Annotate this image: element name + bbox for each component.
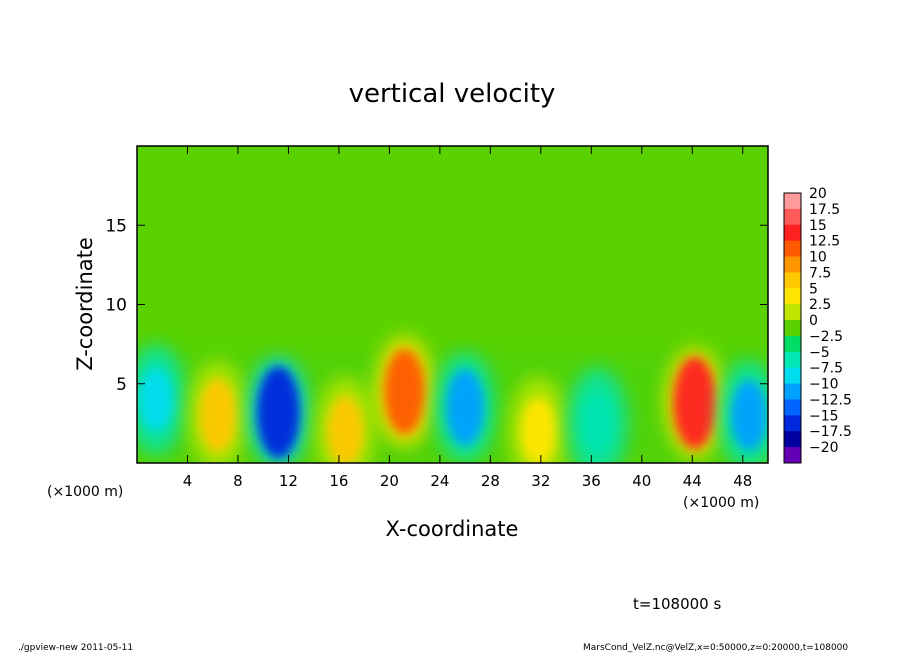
colorbar-band — [784, 431, 801, 448]
colorbar-label: 15 — [809, 218, 827, 234]
colorbar-label: 17.5 — [809, 202, 840, 218]
x-axis: 4 8 12 16 20 24 28 32 36 40 44 48 — [183, 146, 752, 490]
colorbar-band — [784, 240, 801, 258]
x-tick-label: 16 — [329, 472, 348, 490]
colorbar-band — [784, 193, 801, 210]
colorbar-band — [784, 224, 801, 242]
colorbar-label: −15 — [809, 408, 839, 424]
x-tick-label: 40 — [632, 472, 651, 490]
colorbar-band — [784, 415, 801, 432]
velocity-feature-core — [384, 348, 426, 435]
footer-left-text: ./gpview-new 2011-05-11 — [18, 643, 134, 653]
velocity-feature-core — [199, 379, 237, 452]
colorbar-label: −2.5 — [809, 329, 843, 345]
velocity-feature-core — [731, 380, 768, 451]
colorbar-label: −17.5 — [809, 424, 852, 440]
x-tick-label: 24 — [430, 472, 449, 490]
velocity-feature-core — [138, 368, 173, 432]
velocity-field — [137, 336, 768, 463]
colorbar-label: 0 — [809, 313, 818, 329]
velocity-feature-core — [673, 356, 717, 449]
y-axis: 5 10 15 — [105, 216, 768, 395]
colorbar-label: −20 — [809, 440, 839, 456]
colorbar-label: −7.5 — [809, 361, 843, 377]
y-axis-title: Z-coordinate — [73, 237, 97, 371]
velocity-feature-core — [446, 369, 485, 446]
colorbar-label: −5 — [809, 345, 830, 361]
footer-right-text: MarsCond_VelZ.nc@VelZ,x=0:50000,z=0:2000… — [583, 643, 849, 653]
colorbar-label: 12.5 — [809, 234, 840, 250]
x-unit-label-right: (×1000 m) — [683, 495, 759, 511]
y-tick-label: 15 — [105, 216, 127, 236]
colorbar-frame — [783, 192, 802, 464]
x-tick-label: 12 — [279, 472, 298, 490]
colorbar-band — [784, 335, 801, 353]
colorbar-label: 10 — [809, 250, 827, 266]
colorbar-band — [784, 383, 801, 400]
colorbar-band — [784, 351, 801, 369]
colorbar-label: 20 — [809, 186, 827, 202]
colorbar-label: 5 — [809, 281, 818, 297]
colorbar-band — [784, 367, 801, 385]
colorbar-band — [784, 208, 801, 226]
colorbar-band — [784, 399, 801, 416]
colorbar-label: 7.5 — [809, 265, 831, 281]
colorbar: 2017.51512.5107.552.50−2.5−5−7.5−10−12.5… — [783, 186, 852, 464]
x-tick-label: 44 — [683, 472, 702, 490]
x-tick-label: 20 — [380, 472, 399, 490]
velocity-feature-core — [520, 398, 556, 463]
x-axis-title: X-coordinate — [386, 517, 519, 541]
colorbar-band — [784, 256, 801, 273]
colorbar-label: 2.5 — [809, 297, 831, 313]
velocity-feature-core — [581, 394, 614, 452]
y-tick-label: 5 — [116, 375, 127, 395]
colorbar-band — [784, 320, 801, 337]
x-tick-label: 8 — [233, 472, 243, 490]
y-tick-label: 10 — [105, 296, 127, 316]
x-tick-label: 36 — [582, 472, 601, 490]
velocity-feature-core — [327, 396, 364, 463]
colorbar-label: −10 — [809, 377, 839, 393]
time-label: t=108000 s — [633, 595, 721, 613]
x-tick-label: 4 — [183, 472, 193, 490]
x-tick-label: 28 — [481, 472, 500, 490]
x-unit-label-left: (×1000 m) — [47, 484, 123, 500]
colorbar-band — [784, 272, 801, 289]
colorbar-band — [784, 288, 801, 305]
colorbar-band — [784, 447, 801, 464]
chart-title: vertical velocity — [349, 79, 556, 109]
colorbar-band — [784, 304, 801, 321]
x-tick-label: 48 — [733, 472, 752, 490]
colorbar-label: −12.5 — [809, 392, 852, 408]
x-tick-label: 32 — [531, 472, 550, 490]
velocity-feature-core — [256, 366, 300, 459]
